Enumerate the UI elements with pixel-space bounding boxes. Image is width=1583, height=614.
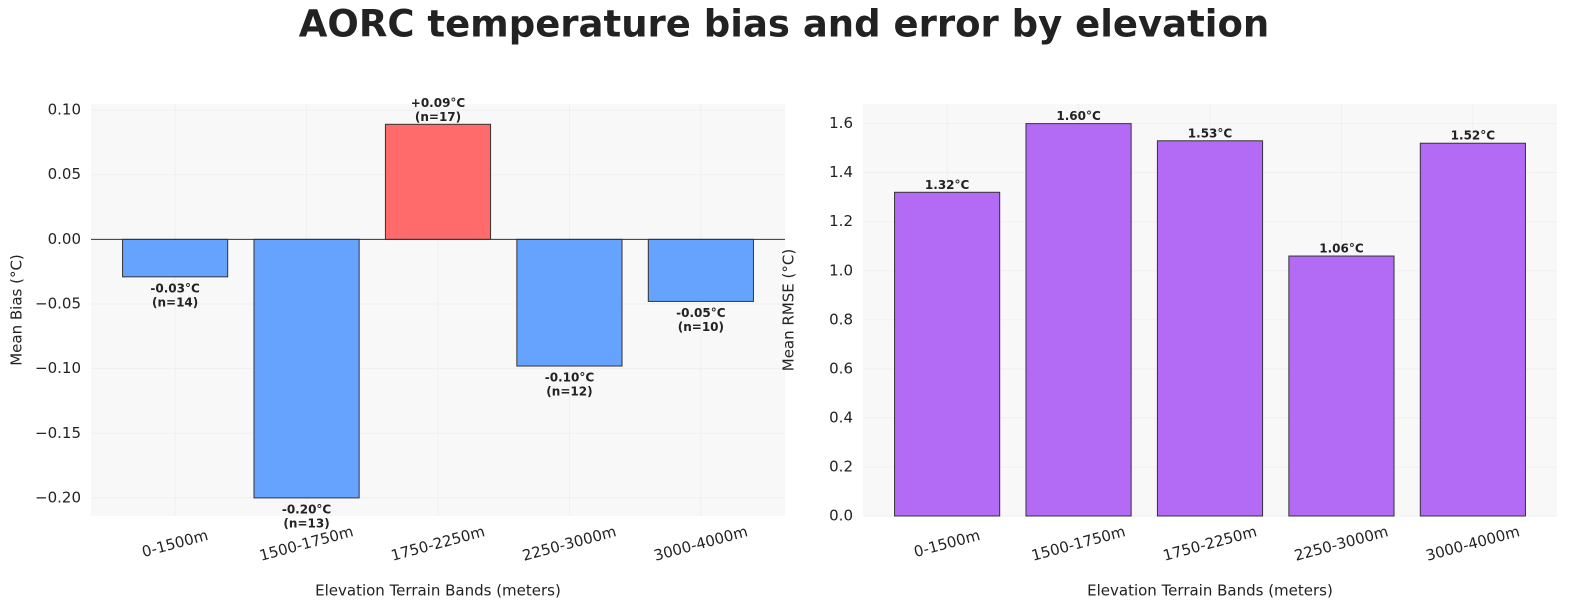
y-tick-label: 1.2 [829, 212, 853, 230]
value-label: -0.20°C [282, 502, 332, 516]
value-label: (n=13) [283, 516, 329, 530]
y-tick-label: 0.8 [829, 310, 853, 328]
value-label: 1.60°C [1056, 109, 1101, 123]
x-tick-label: 1500-1750m [1030, 522, 1128, 564]
value-label: (n=10) [678, 320, 724, 334]
value-label: 1.06°C [1319, 242, 1364, 256]
value-label: 1.53°C [1188, 126, 1233, 140]
y-tick-label: −0.05 [35, 294, 81, 312]
value-label: -0.10°C [545, 371, 595, 385]
y-tick-label: 0.4 [829, 408, 853, 426]
y-tick-label: 0.00 [48, 230, 81, 248]
bar [1288, 255, 1395, 517]
x-axis-label: Elevation Terrain Bands (meters) [315, 582, 561, 600]
y-tick-label: 1.0 [829, 261, 853, 279]
bar [1025, 123, 1132, 517]
value-label: +0.09°C [411, 96, 466, 110]
bar [384, 123, 492, 240]
y-tick-label: 1.6 [829, 114, 853, 132]
y-tick-label: 0.05 [48, 165, 81, 183]
value-label: (n=17) [415, 110, 461, 124]
y-axis-label: Mean Bias (°C) [8, 254, 26, 366]
value-label: -0.03°C [150, 281, 200, 295]
bar [1419, 142, 1526, 517]
x-tick-label: 3000-4000m [1424, 522, 1522, 564]
x-tick-label: 2250-3000m [1292, 522, 1390, 564]
y-tick-label: 1.4 [829, 163, 853, 181]
bar [516, 238, 623, 367]
value-label: (n=12) [546, 385, 592, 399]
y-tick-label: −0.15 [35, 424, 81, 442]
x-tick-label: 1750-2250m [389, 522, 487, 564]
value-label: 1.32°C [925, 178, 970, 192]
x-tick-label: 2250-3000m [520, 522, 618, 564]
y-axis-label: Mean RMSE (°C) [780, 249, 798, 371]
bar [647, 238, 754, 302]
bar [122, 238, 229, 278]
value-label: -0.05°C [676, 306, 726, 320]
y-tick-label: 0.10 [48, 101, 81, 119]
x-tick-label: 3000-4000m [652, 522, 750, 564]
y-tick-label: −0.10 [35, 359, 81, 377]
y-tick-label: 0.6 [829, 359, 853, 377]
x-tick-label: 0-1500m [140, 526, 210, 561]
bar [894, 191, 1001, 517]
y-tick-label: −0.20 [35, 488, 81, 506]
figure-title: AORC temperature bias and error by eleva… [299, 3, 1269, 46]
y-tick-label: 0.0 [829, 507, 853, 525]
x-tick-label: 1750-2250m [1161, 522, 1259, 564]
bar [253, 238, 360, 499]
bar [1156, 140, 1264, 517]
y-tick-label: 0.2 [829, 457, 853, 475]
value-label: (n=14) [152, 295, 198, 309]
value-label: 1.52°C [1451, 129, 1496, 143]
x-tick-label: 0-1500m [912, 526, 982, 561]
x-axis-label: Elevation Terrain Bands (meters) [1087, 582, 1333, 600]
